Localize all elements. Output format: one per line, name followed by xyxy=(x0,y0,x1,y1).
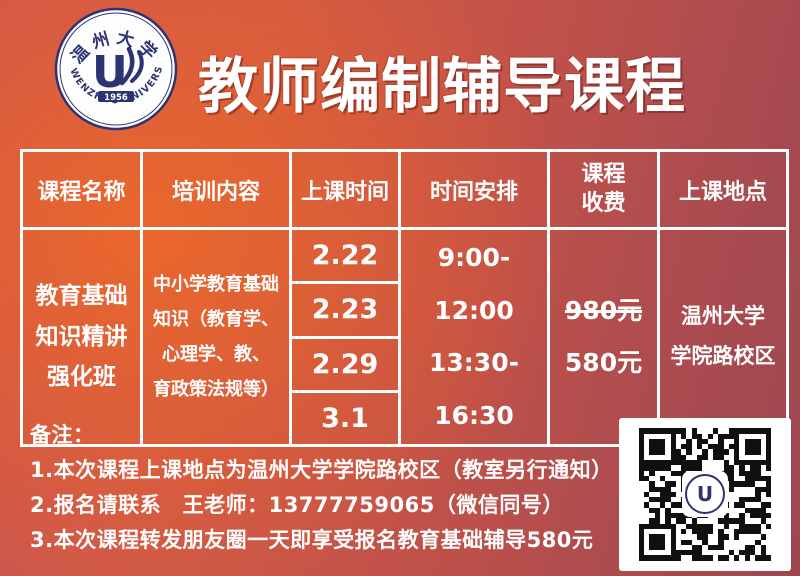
notes-label: 备注： xyxy=(30,423,95,447)
note-item: 3.本次课程转发朋友圈一天即享受报名教育基础辅导580元 xyxy=(30,528,594,553)
date-cell: 3.1 xyxy=(289,389,401,448)
course-name-cell: 教育基础 知识精讲 强化班 xyxy=(20,227,143,447)
header-course-name: 课程名称 xyxy=(20,149,143,230)
header-schedule: 时间安排 xyxy=(398,149,550,230)
course-table: 课程名称 培训内容 上课时间 时间安排 课程收费 上课地点 教育基础 知识精讲 … xyxy=(20,149,789,448)
header-fee: 课程收费 xyxy=(547,149,660,230)
date-cell: 2.29 xyxy=(289,335,401,393)
table-row: 2.23 xyxy=(22,281,788,339)
university-logo-icon: 温州大学 WENZHOU UNIVERSITY U 1956 xyxy=(49,0,178,131)
training-content-cell: 中小学教育基础 知识（教育学、 心理学、教、 育政策法规等） xyxy=(140,227,292,447)
notes-section: 备注： 1.本次课程上课地点为温州大学学院路校区（教室另行通知） 2.报名请联系… xyxy=(30,423,613,564)
header-training-content: 培训内容 xyxy=(140,149,292,230)
date-cell: 2.23 xyxy=(289,281,401,339)
original-price: 980元 xyxy=(564,295,643,325)
logo-year: 1956 xyxy=(104,93,128,103)
note-item: 1.本次课程上课地点为温州大学学院路校区（教室另行通知） xyxy=(30,458,613,483)
note-item: 2.报名请联系 王老师：13777759065（微信同号） xyxy=(30,493,564,518)
qr-pattern: U xyxy=(638,428,772,561)
header-location: 上课地点 xyxy=(657,149,789,230)
page-title: 教师编制辅导课程 xyxy=(198,52,686,122)
date-cell: 2.22 xyxy=(289,226,401,285)
discount-price: 580元 xyxy=(564,348,643,377)
fee-cell: 980元 580元 xyxy=(547,227,660,447)
logo-u-mark: U xyxy=(92,47,128,98)
table-row: 3.1 xyxy=(22,389,788,448)
table-row: 教育基础 知识精讲 强化班 中小学教育基础 知识（教育学、 心理学、教、 育政策… xyxy=(20,226,789,447)
qr-center-logo-icon: U xyxy=(681,471,728,518)
table-row: 2.29 xyxy=(22,335,788,393)
qr-code: U xyxy=(619,418,791,571)
table-header-row: 课程名称 培训内容 上课时间 时间安排 课程收费 上课地点 xyxy=(20,149,789,230)
location-cell: 温州大学 学院路校区 xyxy=(657,227,789,447)
header-class-time: 上课时间 xyxy=(289,149,401,230)
schedule-cell: 9:00-12:00 13:30-16:30 xyxy=(398,227,550,447)
